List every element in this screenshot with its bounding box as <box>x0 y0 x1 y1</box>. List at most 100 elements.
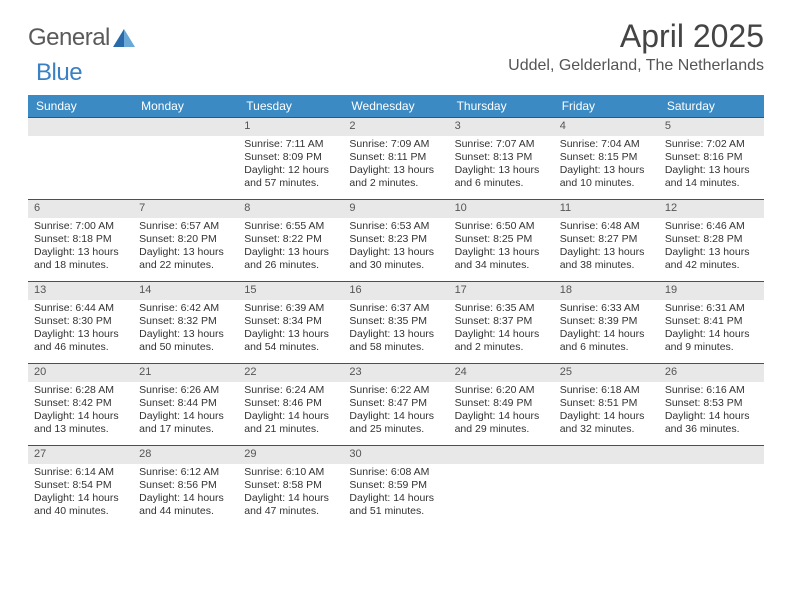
day-cell <box>449 445 554 527</box>
sunset-line: Sunset: 8:59 PM <box>349 479 442 492</box>
dow-monday: Monday <box>133 95 238 117</box>
sunrise-line: Sunrise: 6:08 AM <box>349 466 442 479</box>
day-number-empty <box>133 118 238 136</box>
daylight-line: Daylight: 12 hours and 57 minutes. <box>244 164 337 190</box>
day-cell <box>554 445 659 527</box>
sunset-line: Sunset: 8:28 PM <box>665 233 758 246</box>
day-cell: 3Sunrise: 7:07 AMSunset: 8:13 PMDaylight… <box>449 117 554 199</box>
sunset-line: Sunset: 8:09 PM <box>244 151 337 164</box>
sunrise-line: Sunrise: 6:14 AM <box>34 466 127 479</box>
day-cell: 20Sunrise: 6:28 AMSunset: 8:42 PMDayligh… <box>28 363 133 445</box>
sunset-line: Sunset: 8:13 PM <box>455 151 548 164</box>
brand-logo: General <box>28 24 135 52</box>
day-number: 19 <box>659 282 764 300</box>
sunrise-line: Sunrise: 6:55 AM <box>244 220 337 233</box>
sunset-line: Sunset: 8:49 PM <box>455 397 548 410</box>
day-cell <box>659 445 764 527</box>
day-details: Sunrise: 6:50 AMSunset: 8:25 PMDaylight:… <box>449 218 554 279</box>
dow-tuesday: Tuesday <box>238 95 343 117</box>
sunrise-line: Sunrise: 6:50 AM <box>455 220 548 233</box>
daylight-line: Daylight: 14 hours and 13 minutes. <box>34 410 127 436</box>
day-details: Sunrise: 6:57 AMSunset: 8:20 PMDaylight:… <box>133 218 238 279</box>
sunset-line: Sunset: 8:47 PM <box>349 397 442 410</box>
day-number: 29 <box>238 446 343 464</box>
day-details: Sunrise: 6:10 AMSunset: 8:58 PMDaylight:… <box>238 464 343 525</box>
day-number: 11 <box>554 200 659 218</box>
sunrise-line: Sunrise: 6:53 AM <box>349 220 442 233</box>
day-number-empty <box>659 446 764 464</box>
daylight-line: Daylight: 13 hours and 38 minutes. <box>560 246 653 272</box>
day-number: 16 <box>343 282 448 300</box>
day-details: Sunrise: 7:09 AMSunset: 8:11 PMDaylight:… <box>343 136 448 197</box>
day-cell: 16Sunrise: 6:37 AMSunset: 8:35 PMDayligh… <box>343 281 448 363</box>
dow-thursday: Thursday <box>449 95 554 117</box>
day-cell: 22Sunrise: 6:24 AMSunset: 8:46 PMDayligh… <box>238 363 343 445</box>
sunrise-line: Sunrise: 7:11 AM <box>244 138 337 151</box>
day-cell: 29Sunrise: 6:10 AMSunset: 8:58 PMDayligh… <box>238 445 343 527</box>
sunrise-line: Sunrise: 6:10 AM <box>244 466 337 479</box>
daylight-line: Daylight: 13 hours and 10 minutes. <box>560 164 653 190</box>
daylight-line: Daylight: 13 hours and 42 minutes. <box>665 246 758 272</box>
daylight-line: Daylight: 14 hours and 17 minutes. <box>139 410 232 436</box>
sunrise-line: Sunrise: 6:20 AM <box>455 384 548 397</box>
day-number: 26 <box>659 364 764 382</box>
dow-sunday: Sunday <box>28 95 133 117</box>
sunset-line: Sunset: 8:54 PM <box>34 479 127 492</box>
calendar-table: SundayMondayTuesdayWednesdayThursdayFrid… <box>28 95 764 527</box>
day-cell: 5Sunrise: 7:02 AMSunset: 8:16 PMDaylight… <box>659 117 764 199</box>
daylight-line: Daylight: 14 hours and 32 minutes. <box>560 410 653 436</box>
daylight-line: Daylight: 14 hours and 47 minutes. <box>244 492 337 518</box>
day-cell: 26Sunrise: 6:16 AMSunset: 8:53 PMDayligh… <box>659 363 764 445</box>
sunrise-line: Sunrise: 6:48 AM <box>560 220 653 233</box>
day-number: 27 <box>28 446 133 464</box>
sunrise-line: Sunrise: 7:04 AM <box>560 138 653 151</box>
day-number: 4 <box>554 118 659 136</box>
sunrise-line: Sunrise: 6:33 AM <box>560 302 653 315</box>
day-details: Sunrise: 6:44 AMSunset: 8:30 PMDaylight:… <box>28 300 133 361</box>
daylight-line: Daylight: 13 hours and 58 minutes. <box>349 328 442 354</box>
day-cell: 7Sunrise: 6:57 AMSunset: 8:20 PMDaylight… <box>133 199 238 281</box>
day-cell: 4 Sunrise: 7:04 AMSunset: 8:15 PMDaylight… <box>554 117 659 199</box>
day-cell: 13Sunrise: 6:44 AMSunset: 8:30 PMDayligh… <box>28 281 133 363</box>
day-cell: 10Sunrise: 6:50 AMSunset: 8:25 PMDayligh… <box>449 199 554 281</box>
sunset-line: Sunset: 8:27 PM <box>560 233 653 246</box>
sunrise-line: Sunrise: 6:44 AM <box>34 302 127 315</box>
day-details: Sunrise: 6:18 AMSunset: 8:51 PMDaylight:… <box>554 382 659 443</box>
sunrise-line: Sunrise: 7:09 AM <box>349 138 442 151</box>
brand-part2: Blue <box>36 59 82 87</box>
sunrise-line: Sunrise: 6:31 AM <box>665 302 758 315</box>
daylight-line: Daylight: 13 hours and 46 minutes. <box>34 328 127 354</box>
day-number: 8 <box>238 200 343 218</box>
sunrise-line: Sunrise: 6:12 AM <box>139 466 232 479</box>
title-block: April 2025 Uddel, Gelderland, The Nether… <box>508 18 764 75</box>
day-number: 6 <box>28 200 133 218</box>
sunset-line: Sunset: 8:15 PM <box>560 151 653 164</box>
daylight-line: Daylight: 13 hours and 26 minutes. <box>244 246 337 272</box>
daylight-line: Daylight: 13 hours and 18 minutes. <box>34 246 127 272</box>
day-number: 28 <box>133 446 238 464</box>
day-of-week-row: SundayMondayTuesdayWednesdayThursdayFrid… <box>28 95 764 117</box>
sunset-line: Sunset: 8:51 PM <box>560 397 653 410</box>
day-details: Sunrise: 6:16 AMSunset: 8:53 PMDaylight:… <box>659 382 764 443</box>
daylight-line: Daylight: 14 hours and 21 minutes. <box>244 410 337 436</box>
sunrise-line: Sunrise: 6:42 AM <box>139 302 232 315</box>
daylight-line: Daylight: 13 hours and 14 minutes. <box>665 164 758 190</box>
sunrise-line: Sunrise: 6:37 AM <box>349 302 442 315</box>
sunset-line: Sunset: 8:18 PM <box>34 233 127 246</box>
sunset-line: Sunset: 8:34 PM <box>244 315 337 328</box>
brand-part1: General <box>28 24 110 52</box>
daylight-line: Daylight: 13 hours and 30 minutes. <box>349 246 442 272</box>
day-number: 3 <box>449 118 554 136</box>
sunset-line: Sunset: 8:23 PM <box>349 233 442 246</box>
day-details: Sunrise: 7:00 AMSunset: 8:18 PMDaylight:… <box>28 218 133 279</box>
day-cell: 2Sunrise: 7:09 AMSunset: 8:11 PMDaylight… <box>343 117 448 199</box>
day-cell: 6Sunrise: 7:00 AMSunset: 8:18 PMDaylight… <box>28 199 133 281</box>
sunrise-line: Sunrise: 6:24 AM <box>244 384 337 397</box>
day-number: 7 <box>133 200 238 218</box>
daylight-line: Daylight: 14 hours and 2 minutes. <box>455 328 548 354</box>
day-details: Sunrise: 6:37 AMSunset: 8:35 PMDaylight:… <box>343 300 448 361</box>
day-cell: 14Sunrise: 6:42 AMSunset: 8:32 PMDayligh… <box>133 281 238 363</box>
day-number-empty <box>449 446 554 464</box>
sunrise-line: Sunrise: 6:16 AM <box>665 384 758 397</box>
day-details: Sunrise: 6:26 AMSunset: 8:44 PMDaylight:… <box>133 382 238 443</box>
